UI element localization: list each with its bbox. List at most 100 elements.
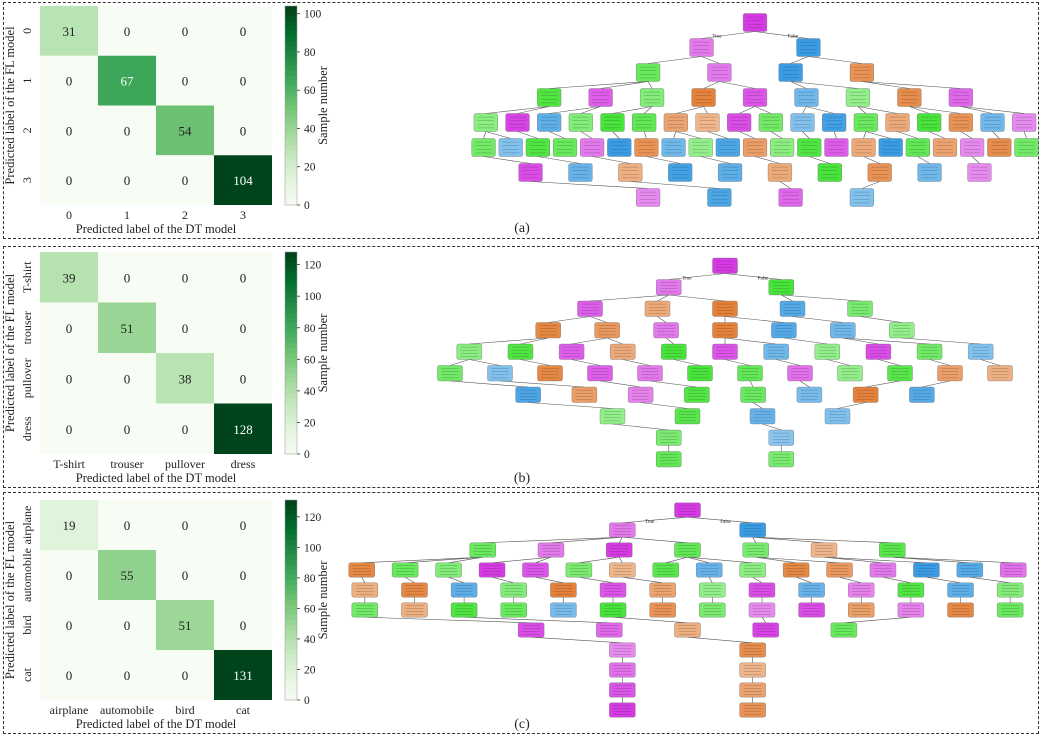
colorbar-segment [285, 25, 297, 32]
colorbar-frame [284, 5, 298, 206]
x-axis-label: Predicted label of the DT model [76, 471, 237, 485]
tree-node [634, 138, 659, 157]
tree-node [987, 365, 1013, 382]
heatmap-cell [214, 55, 272, 106]
colorbar-segment [285, 105, 297, 112]
colorbar-segment [285, 277, 297, 283]
colorbar-segment [285, 262, 297, 268]
cell-value: 0 [66, 173, 73, 188]
chart-panel-2: 19 0 0 0 0 55 0 0 0 0 51 0 0 0 0 131 airplane automobile b… [3, 499, 1027, 732]
panel-label: (c) [514, 717, 530, 732]
tree-node [695, 113, 720, 132]
tree-edge [448, 556, 483, 564]
colorbar-segment [285, 180, 297, 186]
heatmap-cell [214, 302, 272, 353]
tree-node [537, 365, 563, 382]
tree-node [905, 138, 930, 157]
tree-edge [646, 156, 681, 164]
colorbar-segment [285, 332, 297, 339]
tree-node [913, 562, 940, 578]
tree-edge [892, 556, 970, 564]
x-tick-label: trouser [110, 457, 143, 471]
tree-node [517, 622, 545, 638]
tree-node [771, 322, 797, 339]
cell-value: 0 [124, 668, 131, 683]
tree-node [552, 138, 578, 157]
tree-node [577, 300, 603, 317]
y-tick-label: airplane [20, 506, 34, 545]
tree-edge [657, 316, 667, 323]
tree-edge [792, 316, 843, 323]
colorbar-segment [285, 560, 297, 566]
tree-edge [361, 577, 366, 583]
tree-node [824, 408, 851, 425]
tree-edge [483, 156, 531, 164]
tree-node [696, 562, 723, 578]
colorbar-segment [285, 297, 297, 304]
tree-edge [980, 359, 1001, 366]
heatmap-cell [40, 252, 98, 303]
colorbar-tick-label: 80 [304, 47, 316, 59]
tree-node [691, 88, 716, 107]
colorbar-segment [285, 342, 297, 349]
colorbar-tick-label: 20 [304, 664, 316, 676]
colorbar-segment [285, 120, 297, 126]
heatmap-cell [214, 650, 272, 700]
tree-node [948, 88, 973, 107]
cell-value: 0 [240, 74, 247, 89]
tree-node [768, 429, 794, 446]
heatmap-cell [98, 252, 156, 303]
tree-node [917, 163, 942, 182]
colorbar-segment [285, 505, 297, 511]
tree-edge [530, 181, 649, 189]
tree-edge [724, 273, 782, 280]
tree-edge [612, 106, 653, 114]
cell-value: 104 [233, 173, 253, 188]
colorbar-segment [285, 160, 297, 166]
colorbar-segment [285, 130, 297, 136]
tree-node [909, 386, 935, 403]
cell-value: 0 [182, 568, 189, 583]
tree-node [571, 386, 598, 403]
colorbar-segment [285, 520, 297, 526]
tree-edge [971, 156, 980, 164]
colorbar-segment [285, 373, 297, 379]
tree-edge [449, 380, 529, 388]
tree-node [661, 343, 687, 360]
colorbar-tick-label: 0 [304, 200, 310, 212]
tree-edge [861, 81, 961, 89]
tree-edge [707, 131, 728, 139]
tree-node [797, 138, 822, 157]
tree-edge [618, 537, 623, 543]
cell-value: 0 [240, 518, 247, 533]
tree-node [824, 138, 849, 157]
tree-edge [657, 294, 669, 302]
tree-node [937, 365, 963, 382]
tree-node [505, 113, 530, 132]
panel-label: (b) [514, 471, 531, 486]
tree-edge [754, 106, 771, 114]
colorbar-segment [285, 20, 297, 27]
tree-node [794, 88, 819, 107]
colorbar-label: Sample number [316, 560, 330, 640]
tree-node [917, 113, 942, 132]
y-tick-label: pullover [20, 358, 34, 398]
tree-node [565, 562, 593, 578]
tree-node [742, 542, 769, 558]
tree-node [739, 662, 766, 678]
tree-node [996, 602, 1024, 618]
cell-value: 0 [124, 123, 131, 138]
tree-edge [790, 56, 809, 64]
tree-edge [580, 131, 593, 139]
colorbar-segment [285, 605, 297, 611]
tree-node [558, 343, 585, 360]
cell-value: 0 [66, 668, 73, 683]
heatmap-cell [98, 500, 156, 550]
tree-node [767, 163, 793, 182]
heatmap-cell [40, 6, 98, 56]
tree-node [600, 113, 625, 132]
tree-node [996, 582, 1024, 598]
colorbar-segment [285, 388, 297, 394]
tree-edge [865, 131, 891, 139]
cell-value: 0 [124, 270, 131, 285]
